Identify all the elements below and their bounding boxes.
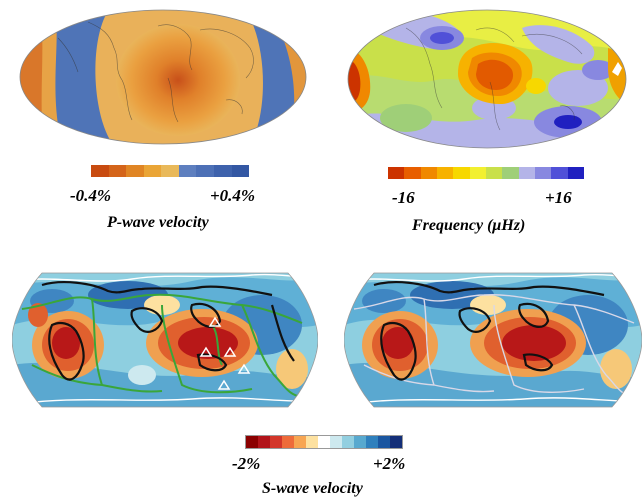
- frequency-colorbar-swatch: [453, 167, 470, 179]
- frequency-colorbar: [388, 167, 584, 179]
- s-wave-map: [344, 272, 642, 408]
- s-wave-colorbar: [245, 435, 403, 449]
- s-wave-colorbar-swatch: [282, 436, 294, 448]
- s-wave-colorbar-swatch: [258, 436, 270, 448]
- s-wave-map-plates: [12, 272, 318, 408]
- frequency-scale-max: +16: [545, 188, 572, 207]
- s-wave-scale-min: -2%: [232, 454, 261, 473]
- s-wave-colorbar-swatch: [354, 436, 366, 448]
- p-wave-title: P-wave velocity: [107, 214, 209, 231]
- s-wave-title: S-wave velocity: [262, 480, 363, 497]
- p-wave-colorbar-swatch: [178, 165, 197, 177]
- p-wave-colorbar-swatch: [213, 165, 232, 177]
- s-wave-colorbar-swatch: [330, 436, 342, 448]
- frequency-title: Frequency (μHz): [412, 217, 526, 234]
- p-wave-colorbar-swatch: [231, 165, 250, 177]
- frequency-colorbar-swatch: [485, 167, 503, 179]
- s-wave-colorbar-swatch: [306, 436, 318, 448]
- s-wave-colorbar-swatch: [294, 436, 306, 448]
- frequency-colorbar-swatch: [436, 167, 454, 179]
- p-wave-map: [19, 9, 307, 145]
- frequency-colorbar-swatch: [567, 167, 584, 179]
- p-wave-colorbar-swatch: [91, 165, 109, 177]
- frequency-map: [347, 9, 627, 149]
- s-wave-colorbar-swatch: [342, 436, 354, 448]
- p-wave-colorbar-swatch: [108, 165, 127, 177]
- p-wave-colorbar-swatch: [196, 165, 214, 177]
- frequency-colorbar-swatch: [534, 167, 552, 179]
- s-wave-colorbar-swatch: [378, 436, 390, 448]
- s-wave-colorbar-swatch: [366, 436, 378, 448]
- frequency-scale-min: -16: [392, 188, 415, 207]
- frequency-colorbar-swatch: [388, 167, 405, 179]
- frequency-colorbar-swatch: [502, 167, 519, 179]
- s-wave-colorbar-swatch: [270, 436, 282, 448]
- p-wave-colorbar-swatch: [143, 165, 162, 177]
- p-wave-scale-max: +0.4%: [210, 186, 256, 205]
- frequency-colorbar-swatch: [469, 167, 486, 179]
- s-wave-colorbar-swatch: [390, 436, 402, 448]
- s-wave-scale-max: +2%: [373, 454, 406, 473]
- p-wave-colorbar-swatch: [161, 165, 179, 177]
- frequency-colorbar-swatch: [551, 167, 568, 179]
- s-wave-colorbar-swatch: [246, 436, 258, 448]
- frequency-colorbar-swatch: [518, 167, 535, 179]
- frequency-colorbar-swatch: [404, 167, 421, 179]
- p-wave-colorbar: [91, 165, 250, 177]
- s-wave-colorbar-swatch: [318, 436, 330, 448]
- p-wave-scale-min: -0.4%: [70, 186, 112, 205]
- p-wave-colorbar-swatch: [126, 165, 144, 177]
- frequency-colorbar-swatch: [420, 167, 437, 179]
